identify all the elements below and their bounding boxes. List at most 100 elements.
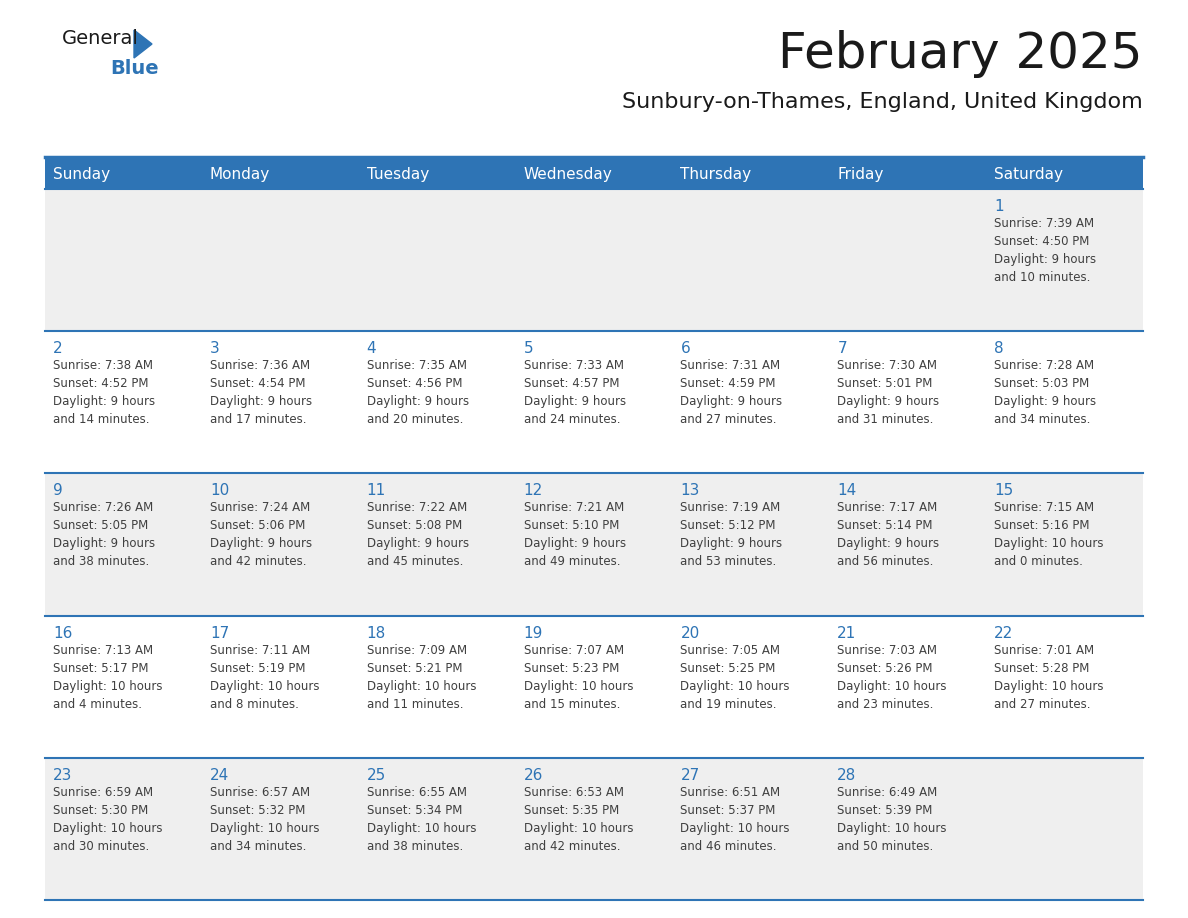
Text: Sunrise: 7:33 AM
Sunset: 4:57 PM
Daylight: 9 hours
and 24 minutes.: Sunrise: 7:33 AM Sunset: 4:57 PM Dayligh… [524, 359, 626, 426]
Text: Friday: Friday [838, 166, 884, 182]
Bar [45, 474, 202, 616]
Bar [202, 616, 359, 757]
Text: 13: 13 [681, 484, 700, 498]
Text: Sunrise: 6:55 AM
Sunset: 5:34 PM
Daylight: 10 hours
and 38 minutes.: Sunrise: 6:55 AM Sunset: 5:34 PM Dayligh… [367, 786, 476, 853]
Text: Saturday: Saturday [994, 166, 1063, 182]
Bar [986, 189, 1143, 331]
Text: Sunrise: 7:09 AM
Sunset: 5:21 PM
Daylight: 10 hours
and 11 minutes.: Sunrise: 7:09 AM Sunset: 5:21 PM Dayligh… [367, 644, 476, 711]
Text: Sunrise: 7:31 AM
Sunset: 4:59 PM
Daylight: 9 hours
and 27 minutes.: Sunrise: 7:31 AM Sunset: 4:59 PM Dayligh… [681, 359, 783, 426]
Bar [672, 757, 829, 900]
Text: Sunrise: 6:49 AM
Sunset: 5:39 PM
Daylight: 10 hours
and 50 minutes.: Sunrise: 6:49 AM Sunset: 5:39 PM Dayligh… [838, 786, 947, 853]
Text: 12: 12 [524, 484, 543, 498]
Text: Sunbury-on-Thames, England, United Kingdom: Sunbury-on-Thames, England, United Kingd… [623, 92, 1143, 112]
Bar [829, 474, 986, 616]
Text: Sunday: Sunday [53, 166, 110, 182]
Bar [202, 157, 359, 189]
Text: Sunrise: 7:35 AM
Sunset: 4:56 PM
Daylight: 9 hours
and 20 minutes.: Sunrise: 7:35 AM Sunset: 4:56 PM Dayligh… [367, 359, 469, 426]
Text: 18: 18 [367, 625, 386, 641]
Text: Sunrise: 6:53 AM
Sunset: 5:35 PM
Daylight: 10 hours
and 42 minutes.: Sunrise: 6:53 AM Sunset: 5:35 PM Dayligh… [524, 786, 633, 853]
Text: 7: 7 [838, 341, 847, 356]
Text: 22: 22 [994, 625, 1013, 641]
Text: 20: 20 [681, 625, 700, 641]
Text: Sunrise: 7:39 AM
Sunset: 4:50 PM
Daylight: 9 hours
and 10 minutes.: Sunrise: 7:39 AM Sunset: 4:50 PM Dayligh… [994, 217, 1097, 284]
Text: 17: 17 [210, 625, 229, 641]
Text: Sunrise: 7:26 AM
Sunset: 5:05 PM
Daylight: 9 hours
and 38 minutes.: Sunrise: 7:26 AM Sunset: 5:05 PM Dayligh… [53, 501, 156, 568]
Text: 4: 4 [367, 341, 377, 356]
Text: Sunrise: 7:19 AM
Sunset: 5:12 PM
Daylight: 9 hours
and 53 minutes.: Sunrise: 7:19 AM Sunset: 5:12 PM Dayligh… [681, 501, 783, 568]
Bar [45, 757, 202, 900]
Text: 25: 25 [367, 767, 386, 783]
Bar [516, 474, 672, 616]
Text: Sunrise: 7:11 AM
Sunset: 5:19 PM
Daylight: 10 hours
and 8 minutes.: Sunrise: 7:11 AM Sunset: 5:19 PM Dayligh… [210, 644, 320, 711]
Bar [359, 331, 516, 474]
Text: 3: 3 [210, 341, 220, 356]
Bar [829, 757, 986, 900]
Bar [516, 157, 672, 189]
Text: Sunrise: 7:15 AM
Sunset: 5:16 PM
Daylight: 10 hours
and 0 minutes.: Sunrise: 7:15 AM Sunset: 5:16 PM Dayligh… [994, 501, 1104, 568]
Text: Sunrise: 7:28 AM
Sunset: 5:03 PM
Daylight: 9 hours
and 34 minutes.: Sunrise: 7:28 AM Sunset: 5:03 PM Dayligh… [994, 359, 1097, 426]
Text: 1: 1 [994, 199, 1004, 214]
Bar [986, 157, 1143, 189]
Bar [516, 616, 672, 757]
Bar [516, 331, 672, 474]
Bar [202, 331, 359, 474]
Bar [829, 616, 986, 757]
Text: Sunrise: 6:59 AM
Sunset: 5:30 PM
Daylight: 10 hours
and 30 minutes.: Sunrise: 6:59 AM Sunset: 5:30 PM Dayligh… [53, 786, 163, 853]
Bar [45, 157, 202, 189]
Text: 11: 11 [367, 484, 386, 498]
Text: 6: 6 [681, 341, 690, 356]
Text: Monday: Monday [210, 166, 270, 182]
Text: 15: 15 [994, 484, 1013, 498]
Bar [516, 189, 672, 331]
Text: 9: 9 [53, 484, 63, 498]
Bar [359, 616, 516, 757]
Bar [986, 757, 1143, 900]
Text: Sunrise: 7:21 AM
Sunset: 5:10 PM
Daylight: 9 hours
and 49 minutes.: Sunrise: 7:21 AM Sunset: 5:10 PM Dayligh… [524, 501, 626, 568]
Bar [986, 331, 1143, 474]
Text: 27: 27 [681, 767, 700, 783]
Text: February 2025: February 2025 [778, 30, 1143, 78]
Text: Sunrise: 7:05 AM
Sunset: 5:25 PM
Daylight: 10 hours
and 19 minutes.: Sunrise: 7:05 AM Sunset: 5:25 PM Dayligh… [681, 644, 790, 711]
Bar [359, 189, 516, 331]
Text: 2: 2 [53, 341, 63, 356]
Text: 5: 5 [524, 341, 533, 356]
Text: Sunrise: 7:38 AM
Sunset: 4:52 PM
Daylight: 9 hours
and 14 minutes.: Sunrise: 7:38 AM Sunset: 4:52 PM Dayligh… [53, 359, 156, 426]
Text: 24: 24 [210, 767, 229, 783]
Bar [829, 189, 986, 331]
Text: 23: 23 [53, 767, 72, 783]
Bar [45, 616, 202, 757]
Text: Sunrise: 7:22 AM
Sunset: 5:08 PM
Daylight: 9 hours
and 45 minutes.: Sunrise: 7:22 AM Sunset: 5:08 PM Dayligh… [367, 501, 469, 568]
Text: 28: 28 [838, 767, 857, 783]
Text: Sunrise: 7:24 AM
Sunset: 5:06 PM
Daylight: 9 hours
and 42 minutes.: Sunrise: 7:24 AM Sunset: 5:06 PM Dayligh… [210, 501, 312, 568]
Bar [202, 189, 359, 331]
Text: 21: 21 [838, 625, 857, 641]
Bar [672, 331, 829, 474]
Text: Sunrise: 7:30 AM
Sunset: 5:01 PM
Daylight: 9 hours
and 31 minutes.: Sunrise: 7:30 AM Sunset: 5:01 PM Dayligh… [838, 359, 940, 426]
Text: 14: 14 [838, 484, 857, 498]
Text: Blue: Blue [110, 59, 159, 78]
Bar [45, 189, 202, 331]
Bar [986, 616, 1143, 757]
Bar [672, 157, 829, 189]
Polygon shape [134, 30, 152, 58]
Bar [359, 157, 516, 189]
Text: Sunrise: 7:01 AM
Sunset: 5:28 PM
Daylight: 10 hours
and 27 minutes.: Sunrise: 7:01 AM Sunset: 5:28 PM Dayligh… [994, 644, 1104, 711]
Bar [672, 616, 829, 757]
Bar [359, 474, 516, 616]
Bar [829, 157, 986, 189]
Text: Thursday: Thursday [681, 166, 752, 182]
Bar [986, 474, 1143, 616]
Bar [516, 757, 672, 900]
Text: 8: 8 [994, 341, 1004, 356]
Text: Sunrise: 6:57 AM
Sunset: 5:32 PM
Daylight: 10 hours
and 34 minutes.: Sunrise: 6:57 AM Sunset: 5:32 PM Dayligh… [210, 786, 320, 853]
Bar [202, 474, 359, 616]
Text: Tuesday: Tuesday [367, 166, 429, 182]
Text: 19: 19 [524, 625, 543, 641]
Bar [45, 331, 202, 474]
Bar [672, 189, 829, 331]
Text: 16: 16 [53, 625, 72, 641]
Bar [202, 757, 359, 900]
Text: Sunrise: 7:03 AM
Sunset: 5:26 PM
Daylight: 10 hours
and 23 minutes.: Sunrise: 7:03 AM Sunset: 5:26 PM Dayligh… [838, 644, 947, 711]
Text: 26: 26 [524, 767, 543, 783]
Text: Wednesday: Wednesday [524, 166, 612, 182]
